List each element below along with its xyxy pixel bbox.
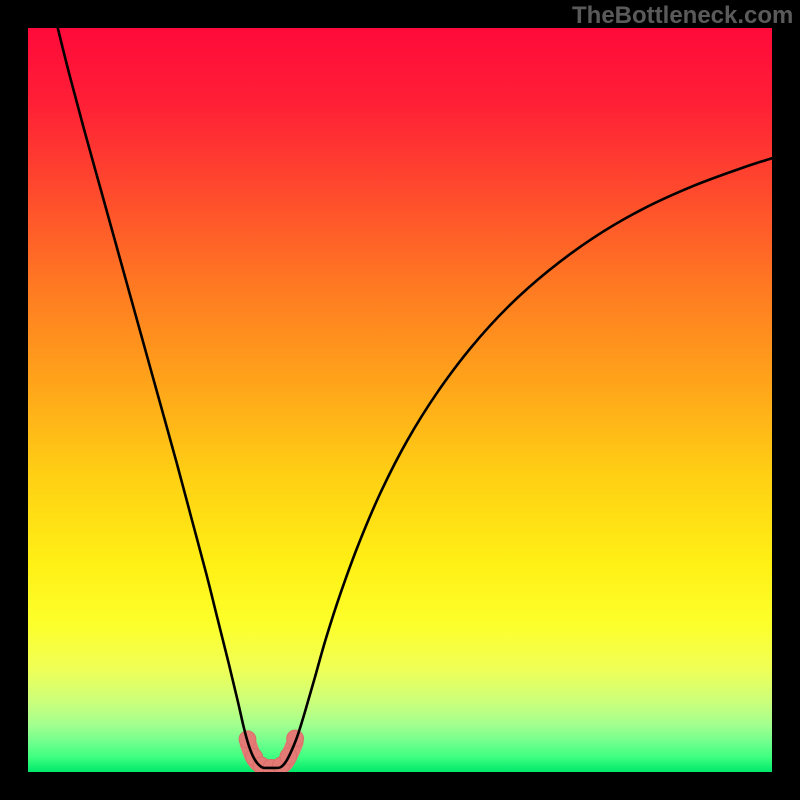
watermark-label: TheBottleneck.com bbox=[572, 2, 793, 30]
bottleneck-chart bbox=[28, 28, 772, 772]
gradient-background bbox=[28, 28, 772, 772]
